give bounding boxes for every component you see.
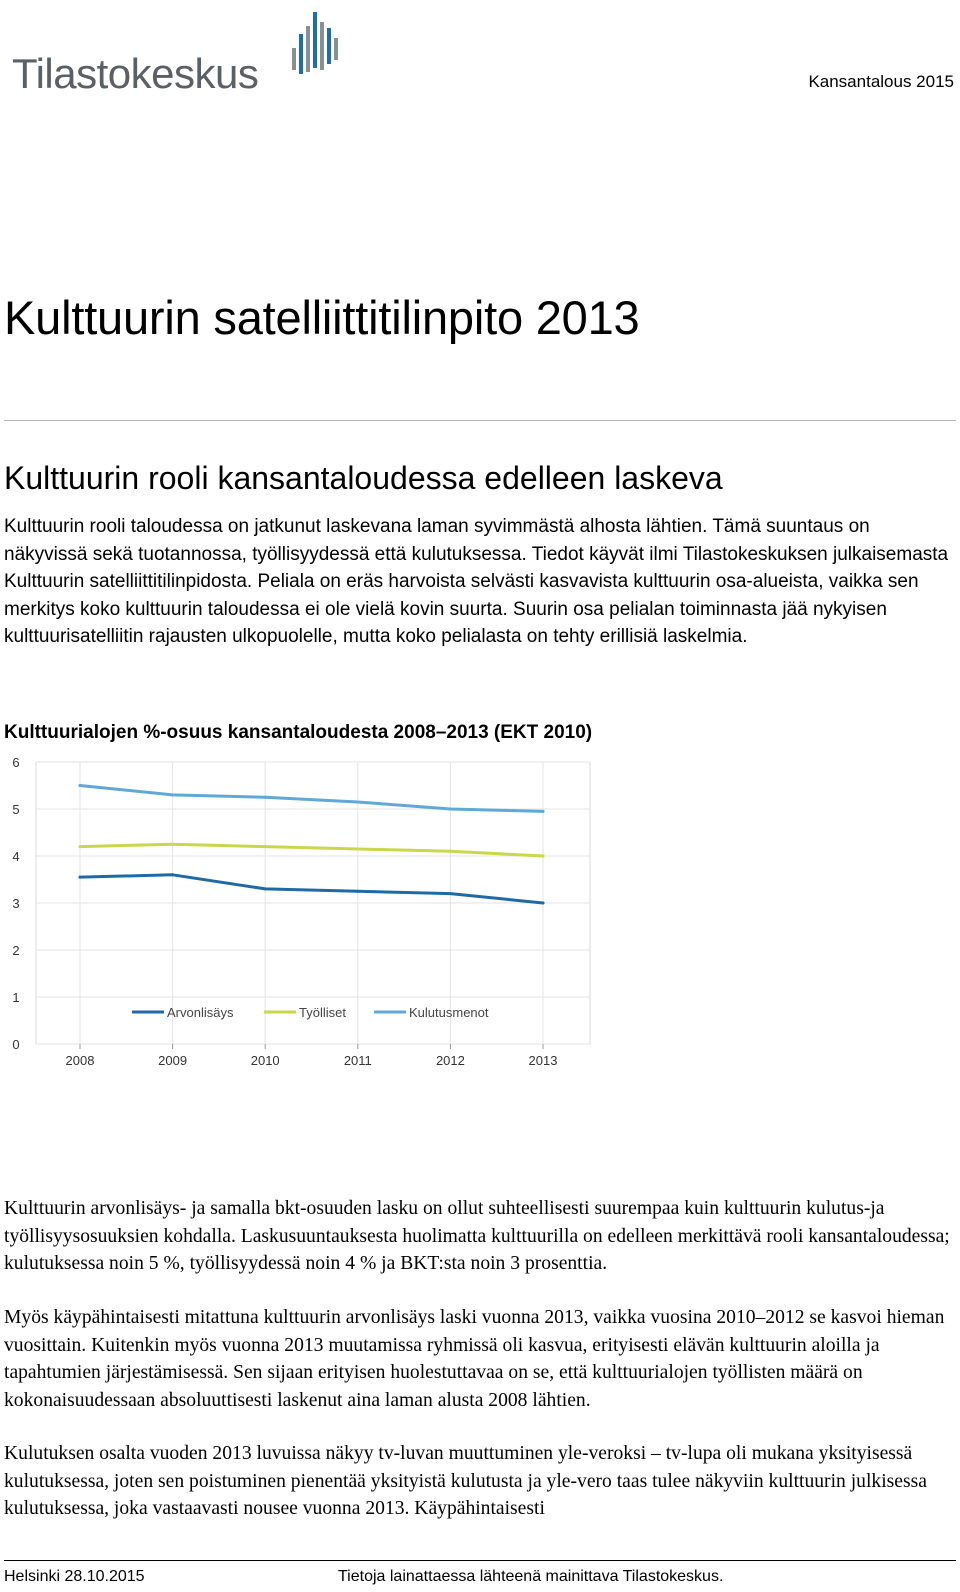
data-point <box>78 875 82 879</box>
data-point <box>541 901 545 905</box>
y-tick-label: 6 <box>12 755 19 770</box>
legend-label: Kulutusmenot <box>409 1005 489 1020</box>
series-line <box>78 873 545 905</box>
line-chart: 0 1 2 3 4 5 6 2008 2009 2010 2011 2012 2013 Arvonlisä… <box>12 755 591 1068</box>
data-point <box>78 784 82 787</box>
page-title: Kulttuurin satelliittitilinpito 2013 <box>4 291 640 344</box>
x-tick-label: 2009 <box>158 1053 187 1068</box>
data-point <box>263 887 267 891</box>
chart-title: Kulttuurialojen %-osuus kansantaloudesta… <box>4 722 593 743</box>
x-tick-label: 2008 <box>66 1053 95 1068</box>
x-tick-label: 2010 <box>251 1053 280 1068</box>
x-tick-label: 2011 <box>344 1053 372 1068</box>
data-point <box>541 809 545 813</box>
footer-divider <box>4 1560 956 1561</box>
data-point <box>448 807 452 811</box>
y-tick-label: 0 <box>12 1037 19 1052</box>
y-tick-label: 5 <box>12 802 19 817</box>
body-paragraph: Kulttuurin arvonlisäys- ja samalla bkt-o… <box>4 1198 950 1274</box>
data-point <box>448 892 452 896</box>
data-point <box>263 795 267 799</box>
data-point <box>356 800 360 804</box>
series-line <box>78 784 545 813</box>
data-point <box>171 793 175 797</box>
footer-citation-note: Tietoja lainattaessa lähteenä mainittava… <box>338 1568 724 1585</box>
body-paragraph: Kulutuksen osalta vuoden 2013 luvuissa n… <box>4 1443 927 1519</box>
lead-paragraph: Kulttuurin rooli taloudessa on jatkunut … <box>4 516 949 647</box>
logo-bars-icon <box>292 12 338 74</box>
logo-text: Tilastokeskus <box>12 50 259 97</box>
x-tick-label: 2012 <box>436 1053 465 1068</box>
series-line <box>78 842 545 858</box>
data-point <box>541 854 545 858</box>
data-point <box>448 849 452 853</box>
data-point <box>171 842 175 846</box>
publication-series: Kansantalous 2015 <box>808 72 954 91</box>
statistics-finland-logo: Tilastokeskus <box>6 4 342 97</box>
data-point <box>356 889 360 893</box>
legend-label: Arvonlisäys <box>167 1005 234 1020</box>
footer-date: Helsinki 28.10.2015 <box>4 1568 145 1585</box>
body-paragraph: Myös käypähintaisesti mitattuna kulttuur… <box>4 1307 945 1411</box>
section-heading: Kulttuurin rooli kansantaloudessa edelle… <box>4 460 723 496</box>
data-point <box>78 845 82 849</box>
y-tick-label: 2 <box>12 943 19 958</box>
y-tick-label: 3 <box>12 896 19 911</box>
data-point <box>171 873 175 877</box>
y-tick-label: 1 <box>12 990 19 1005</box>
y-tick-label: 4 <box>12 849 19 864</box>
title-divider <box>4 420 956 421</box>
data-point <box>263 845 267 849</box>
x-tick-label: 2013 <box>529 1053 558 1068</box>
data-point <box>356 847 360 851</box>
legend-label: Työlliset <box>299 1005 346 1020</box>
